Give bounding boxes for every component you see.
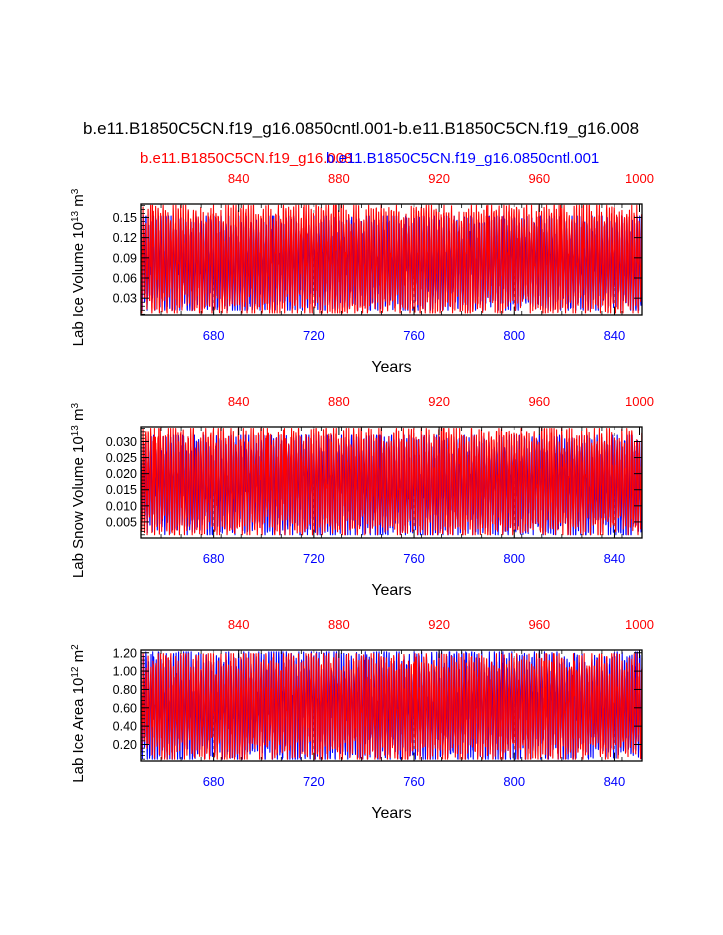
y-label-superscript: 3 xyxy=(70,188,81,194)
x-tick-label-bottom: 760 xyxy=(403,551,425,566)
y-axis-label: Lab Ice Area 1012 m2 xyxy=(70,644,88,783)
y-label-superscript: 3 xyxy=(70,402,81,408)
x-tick-label-top: 960 xyxy=(528,394,550,409)
y-label-superscript: 2 xyxy=(70,644,81,650)
y-label-text: Lab Snow Volume 10 xyxy=(70,436,87,578)
x-tick-label-top: 1000 xyxy=(625,617,654,632)
y-axis-label: Lab Snow Volume 1013 m3 xyxy=(70,402,88,578)
y-tick-label: 0.020 xyxy=(106,467,137,481)
y-tick-label: 0.15 xyxy=(113,211,137,225)
y-tick-label: 1.20 xyxy=(113,646,137,660)
y-tick-label: 0.005 xyxy=(106,515,137,529)
x-axis-label: Years xyxy=(371,805,411,822)
panel-3: 0.20 0.40 0.60 0.80 1.00 1.20 680 720 760 800 840 8… xyxy=(70,617,654,822)
x-tick-label-top: 920 xyxy=(428,394,450,409)
x-tick-label-bottom: 680 xyxy=(203,774,225,789)
x-tick-label-bottom: 800 xyxy=(503,551,525,566)
figure-title: b.e11.B1850C5CN.f19_g16.0850cntl.001-b.e… xyxy=(83,119,639,138)
x-axis-label: Years xyxy=(371,359,411,376)
y-tick-label: 0.030 xyxy=(106,435,137,449)
plot-frame xyxy=(140,203,643,316)
y-tick-label: 0.09 xyxy=(113,251,137,265)
series-line-red xyxy=(140,204,643,314)
y-tick-label: 0.20 xyxy=(113,738,137,752)
x-tick-label-bottom: 840 xyxy=(604,774,626,789)
x-tick-label-bottom: 720 xyxy=(303,551,325,566)
y-label-superscript: 13 xyxy=(70,425,81,437)
plot-frame xyxy=(140,649,643,762)
y-tick-label: 0.80 xyxy=(113,683,137,697)
y-tick-label: 0.010 xyxy=(106,499,137,513)
legend-case-blue: b.e11.B1850C5CN.f19_g16.0850cntl.001 xyxy=(326,150,599,167)
y-tick-label: 1.00 xyxy=(113,665,137,679)
x-tick-label-bottom: 800 xyxy=(503,774,525,789)
plot-frame xyxy=(140,426,643,539)
x-tick-label-bottom: 840 xyxy=(604,551,626,566)
y-label-superscript: 12 xyxy=(70,666,81,678)
x-tick-label-bottom: 720 xyxy=(303,774,325,789)
x-tick-label-top: 880 xyxy=(328,617,350,632)
y-label-text: Lab Ice Volume 10 xyxy=(70,222,87,346)
x-tick-label-top: 960 xyxy=(528,171,550,186)
y-tick-label: 0.015 xyxy=(106,483,137,497)
x-tick-label-top: 880 xyxy=(328,171,350,186)
y-tick-label: 0.60 xyxy=(113,701,137,715)
y-label-text: m xyxy=(70,650,87,667)
x-tick-label-top: 840 xyxy=(228,171,250,186)
x-tick-label-top: 880 xyxy=(328,394,350,409)
y-label-superscript: 13 xyxy=(70,210,81,222)
x-tick-label-bottom: 760 xyxy=(403,774,425,789)
y-tick-label: 0.025 xyxy=(106,451,137,465)
x-tick-label-bottom: 760 xyxy=(403,328,425,343)
x-tick-label-top: 840 xyxy=(228,617,250,632)
x-tick-label-top: 840 xyxy=(228,394,250,409)
x-tick-label-bottom: 720 xyxy=(303,328,325,343)
x-axis-label: Years xyxy=(371,582,411,599)
x-tick-label-bottom: 800 xyxy=(503,328,525,343)
panel-1: 0.03 0.06 0.09 0.12 0.15 680 720 760 800 840 840 88… xyxy=(70,171,654,376)
y-axis-label: Lab Ice Volume 1013 m3 xyxy=(70,188,88,346)
y-tick-label: 0.03 xyxy=(113,292,137,306)
x-tick-label-top: 920 xyxy=(428,617,450,632)
y-label-text: m xyxy=(70,408,87,425)
x-tick-label-bottom: 680 xyxy=(203,551,225,566)
legend-case-red: b.e11.B1850C5CN.f19_g16.008 xyxy=(140,150,352,167)
y-tick-label: 0.40 xyxy=(113,720,137,734)
x-tick-label-top: 960 xyxy=(528,617,550,632)
panel-2: 0.005 0.010 0.015 0.020 0.025 0.030 680 720 760 8… xyxy=(70,394,654,599)
x-tick-label-top: 1000 xyxy=(625,171,654,186)
x-tick-label-top: 1000 xyxy=(625,394,654,409)
y-label-text: Lab Ice Area 10 xyxy=(70,678,87,783)
x-tick-label-bottom: 680 xyxy=(203,328,225,343)
y-tick-label: 0.06 xyxy=(113,272,137,286)
y-label-text: m xyxy=(70,194,87,211)
series-line-red xyxy=(140,653,643,760)
x-tick-label-bottom: 840 xyxy=(604,328,626,343)
y-tick-label: 0.12 xyxy=(113,231,137,245)
x-tick-label-top: 920 xyxy=(428,171,450,186)
series-line-red xyxy=(140,428,643,536)
